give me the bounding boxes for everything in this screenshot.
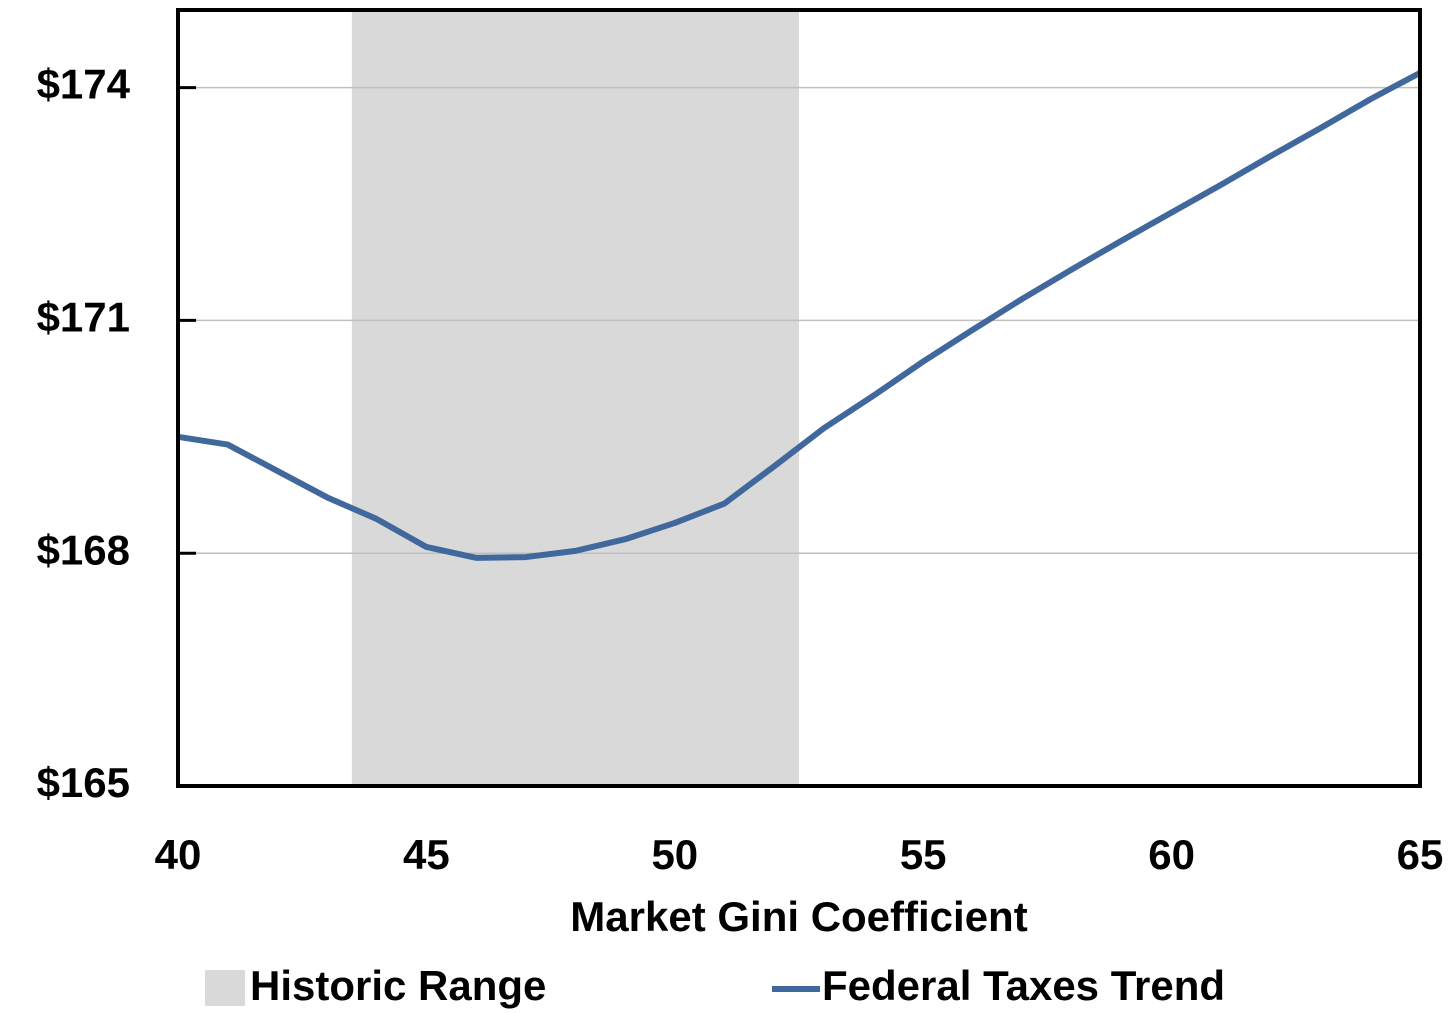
x-tick-label: 55: [900, 831, 947, 878]
plot-frame: [176, 8, 1422, 788]
x-axis-label: Market Gini Coefficient: [570, 893, 1027, 940]
shaded-range: [351, 10, 799, 786]
y-tick-label: $168: [37, 526, 130, 573]
y-tick-label: $171: [37, 293, 130, 340]
x-tick-label: 45: [403, 831, 450, 878]
x-tick-label: 50: [651, 831, 698, 878]
y-tick-label: $174: [37, 61, 131, 108]
x-tick-label: 65: [1397, 831, 1444, 878]
legend-label: Historic Range: [250, 962, 546, 1009]
x-tick-label: 60: [1148, 831, 1195, 878]
legend-swatch: [205, 970, 245, 1006]
y-tick-label: $165: [37, 759, 130, 806]
x-tick-label: 40: [155, 831, 202, 878]
data-line: [177, 70, 1422, 561]
legend-label: Federal Taxes Trend: [822, 962, 1225, 1009]
